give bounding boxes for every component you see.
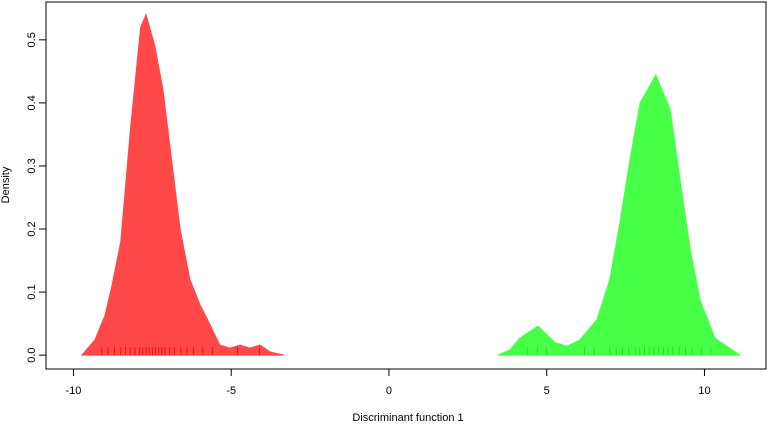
x-axis-label: Discriminant function 1 [352, 412, 463, 423]
y-tick-label: 0.2 [26, 221, 38, 236]
x-tick-label: -10 [65, 385, 81, 397]
x-tick-label: -5 [226, 385, 236, 397]
y-tick-label: 0.5 [26, 32, 38, 47]
y-tick-label: 0.4 [26, 95, 38, 110]
density-area [80, 13, 285, 356]
y-axis-label: Density [0, 166, 12, 203]
density-area [497, 74, 742, 356]
y-tick-label: 0.0 [26, 347, 38, 362]
x-tick-label: 10 [698, 385, 710, 397]
plot-frame [45, 1, 767, 370]
y-tick-label: 0.1 [26, 284, 38, 299]
x-tick-label: 5 [544, 385, 550, 397]
x-tick-label: 0 [386, 385, 392, 397]
y-tick-label: 0.3 [26, 158, 38, 173]
